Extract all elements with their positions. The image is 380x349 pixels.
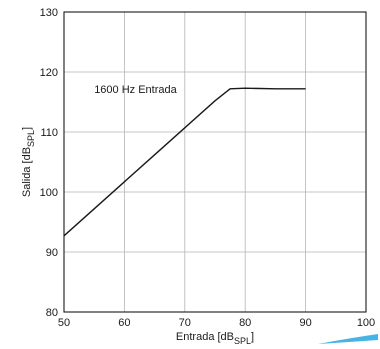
x-tick-label-100: 100 — [357, 317, 375, 329]
x-tick-label-80: 80 — [239, 317, 251, 329]
y-tick-labels: 80 90 100 110 120 130 — [40, 7, 58, 319]
grid — [64, 12, 366, 312]
x-tick-label-50: 50 — [58, 317, 70, 329]
y-axis-label-close: ] — [21, 127, 33, 130]
y-axis-label: Salida [dBSPL] — [21, 127, 36, 197]
y-axis-label-main: Salida [dB — [21, 147, 33, 197]
y-tick-label-130: 130 — [40, 7, 58, 19]
x-axis-label-close: ] — [251, 331, 254, 343]
decorative-swoosh — [318, 334, 378, 344]
plot-frame — [63, 11, 367, 313]
annotation-0: 1600 Hz Entrada — [94, 84, 177, 96]
y-tick-label-110: 110 — [40, 127, 58, 139]
x-tick-label-90: 90 — [299, 317, 311, 329]
x-axis-label-sub: SPL — [234, 336, 251, 346]
y-tick-label-120: 120 — [40, 67, 58, 79]
x-axis-label-main: Entrada [dB — [176, 331, 234, 343]
y-tick-label-100: 100 — [40, 187, 58, 199]
y-tick-label-80: 80 — [46, 307, 58, 319]
x-tick-labels: 50 60 70 80 90 100 — [58, 317, 375, 329]
x-tick-label-70: 70 — [179, 317, 191, 329]
x-tick-label-60: 60 — [118, 317, 130, 329]
series-line-0 — [63, 87, 306, 237]
annotations: 1600 Hz Entrada — [94, 84, 177, 96]
series-layer — [63, 87, 306, 237]
y-axis-label-sub: SPL — [26, 130, 36, 147]
y-tick-label-90: 90 — [46, 247, 58, 259]
x-axis-label: Entrada [dBSPL] — [176, 331, 254, 346]
